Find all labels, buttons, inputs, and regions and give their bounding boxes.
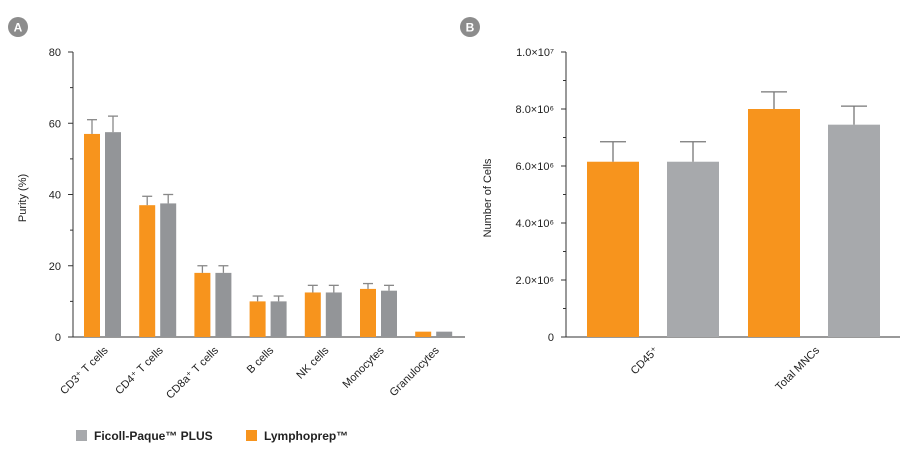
bar-a [160, 203, 177, 337]
x-tick-label-a: CD8a⁺ T cells [164, 344, 221, 401]
x-tick-label-a: CD4⁺ T cells [113, 344, 166, 397]
panel-b-label: B [466, 21, 475, 35]
x-tick-label-a: B cells [245, 344, 277, 376]
x-tick-label-b: CD45⁺ [629, 345, 662, 378]
chart-panel-b: B Number of Cells 0 2.0×10⁶ 4.0×10⁶ 6.0×10⁶… [460, 17, 900, 393]
bar-a [194, 272, 211, 337]
y-tick-label-a: 60 [49, 118, 61, 130]
bar-a [270, 301, 287, 337]
panel-a-badge [8, 17, 28, 37]
y-tick-label-b: 4.0×10⁶ [516, 218, 554, 230]
legend-swatch-lymphoprep [246, 430, 257, 441]
y-tick-label-b: 2.0×10⁶ [516, 275, 554, 287]
x-tick-label-a: Monocytes [341, 344, 387, 390]
bar-a [139, 205, 156, 337]
y-tick-label-a: 40 [49, 190, 61, 202]
y-axis-title-b: Number of Cells [482, 158, 494, 237]
bar-b [828, 124, 880, 337]
y-tick-label-a: 80 [49, 47, 61, 59]
y-axis-title-a: Purity (%) [17, 174, 29, 222]
bar-a [105, 132, 121, 337]
x-tick-label-a: CD3⁺ T cells [58, 344, 111, 397]
bar-a [360, 288, 376, 337]
panel-a-label: A [14, 21, 23, 35]
panel-b-badge [460, 17, 480, 37]
y-tick-label-b: 0 [548, 332, 554, 344]
bar-a [436, 331, 453, 337]
chart-panel-a: A Purity (%) 0 20 40 60 80 CD3⁺ T cells CD4⁺ T… [8, 17, 465, 401]
plot-area-b: 0 2.0×10⁶ 4.0×10⁶ 6.0×10⁶ 8.0×10⁶ 1.0×10⁷ CD45… [516, 47, 900, 393]
bar-a [84, 133, 100, 337]
legend-label-ficoll: Ficoll-Paque™ PLUS [94, 429, 213, 443]
y-tick-label-a: 0 [55, 332, 61, 344]
x-tick-label-b: Total MNCs [773, 344, 822, 393]
bar-a [304, 292, 321, 337]
legend-label-lymphoprep: Lymphoprep™ [264, 429, 348, 443]
bar-b [587, 161, 639, 337]
legend: Ficoll-Paque™ PLUS Lymphoprep™ [76, 429, 348, 443]
y-tick-label-b: 1.0×10⁷ [516, 47, 554, 59]
y-tick-label-b: 8.0×10⁶ [516, 104, 554, 116]
bar-a [415, 331, 432, 337]
bar-b [748, 109, 800, 337]
x-tick-label-a: NK cells [294, 344, 331, 381]
x-tick-label-a: Granulocytes [388, 344, 443, 399]
bar-b [667, 161, 719, 337]
legend-swatch-ficoll [76, 430, 87, 441]
y-tick-label-b: 6.0×10⁶ [516, 161, 554, 173]
bar-a [381, 290, 397, 337]
bar-a [249, 301, 266, 337]
bar-a [325, 292, 342, 337]
bar-a [215, 272, 232, 337]
y-tick-label-a: 20 [49, 261, 61, 273]
